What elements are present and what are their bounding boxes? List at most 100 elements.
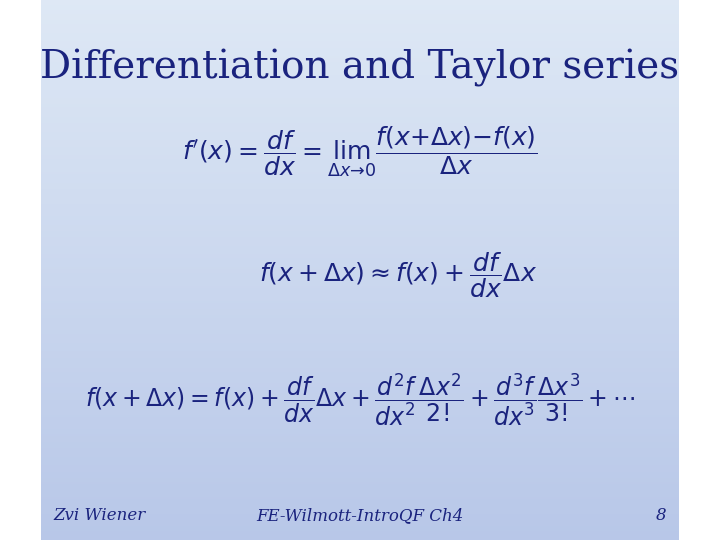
Bar <box>40 258 680 259</box>
Bar <box>40 312 680 314</box>
Bar <box>40 346 680 348</box>
Bar <box>40 491 680 494</box>
Bar <box>40 344 680 346</box>
Bar <box>40 181 680 184</box>
Bar <box>40 321 680 323</box>
Bar <box>40 205 680 207</box>
Text: $f'(x) = \dfrac{df}{dx} = \lim_{\Delta x \to 0} \dfrac{f(x+\Delta x) - f(x)}{\De: $f'(x) = \dfrac{df}{dx} = \lim_{\Delta x… <box>182 124 538 179</box>
Bar <box>40 154 680 156</box>
Bar <box>40 175 680 177</box>
Bar <box>40 139 680 141</box>
Bar <box>40 489 680 491</box>
Bar <box>40 272 680 274</box>
Bar <box>40 373 680 375</box>
Bar <box>40 279 680 281</box>
Bar <box>40 213 680 215</box>
Bar <box>40 287 680 289</box>
Bar <box>40 529 680 531</box>
Bar <box>40 388 680 390</box>
Bar <box>40 382 680 384</box>
Bar <box>40 458 680 460</box>
Bar <box>40 536 680 538</box>
Bar <box>40 89 680 91</box>
Bar <box>40 11 680 12</box>
Bar <box>40 240 680 242</box>
Bar <box>40 49 680 51</box>
Bar <box>40 350 680 352</box>
Bar <box>40 498 680 500</box>
Bar <box>40 46 680 49</box>
Bar <box>40 515 680 517</box>
Bar <box>40 331 680 333</box>
Bar <box>40 485 680 487</box>
Bar <box>40 152 680 154</box>
Bar <box>40 405 680 407</box>
Bar <box>40 112 680 114</box>
Bar <box>40 261 680 264</box>
Bar <box>40 167 680 168</box>
Bar <box>40 435 680 437</box>
Bar <box>40 9 680 11</box>
Bar <box>40 295 680 298</box>
Bar <box>40 528 680 529</box>
Bar <box>40 80 680 82</box>
Bar <box>40 430 680 433</box>
Bar <box>40 224 680 226</box>
Bar <box>40 377 680 380</box>
Bar <box>40 445 680 447</box>
Text: $f(x+\Delta x) = f(x) + \dfrac{df}{dx}\Delta x + \dfrac{d^2 f}{dx^2}\dfrac{\Delt: $f(x+\Delta x) = f(x) + \dfrac{df}{dx}\D… <box>85 371 635 428</box>
Bar <box>40 93 680 95</box>
Bar <box>40 76 680 78</box>
Bar <box>40 107 680 110</box>
Bar <box>40 475 680 477</box>
Bar <box>40 300 680 302</box>
Bar <box>40 186 680 188</box>
Bar <box>40 72 680 74</box>
Bar <box>40 428 680 430</box>
Bar <box>40 390 680 393</box>
Bar <box>40 517 680 519</box>
Bar <box>40 42 680 44</box>
Bar <box>40 165 680 167</box>
Bar <box>40 449 680 451</box>
Bar <box>40 365 680 367</box>
Bar <box>40 228 680 230</box>
Bar <box>40 30 680 32</box>
Bar <box>40 433 680 435</box>
Bar <box>40 91 680 93</box>
Bar <box>40 303 680 306</box>
Bar <box>40 171 680 173</box>
Bar <box>40 327 680 329</box>
Bar <box>40 479 680 481</box>
Bar <box>40 319 680 321</box>
Bar <box>40 209 680 211</box>
Bar <box>40 120 680 123</box>
Bar <box>40 420 680 422</box>
Bar <box>40 194 680 196</box>
Bar <box>40 293 680 295</box>
Bar <box>40 6 680 9</box>
Bar <box>40 78 680 80</box>
Bar <box>40 70 680 72</box>
Bar <box>40 426 680 428</box>
Bar <box>40 401 680 403</box>
Bar <box>40 192 680 194</box>
Bar <box>40 456 680 458</box>
Bar <box>40 354 680 356</box>
Bar <box>40 247 680 249</box>
Bar <box>40 234 680 237</box>
Bar <box>40 477 680 479</box>
Bar <box>40 135 680 137</box>
Bar <box>40 409 680 411</box>
Bar <box>40 114 680 116</box>
Bar <box>40 325 680 327</box>
Bar <box>40 372 680 373</box>
Bar <box>40 282 680 285</box>
Bar <box>40 0 680 2</box>
Bar <box>40 291 680 293</box>
Bar <box>40 163 680 165</box>
Bar <box>40 316 680 319</box>
Bar <box>40 68 680 70</box>
Bar <box>40 95 680 97</box>
Bar <box>40 416 680 417</box>
